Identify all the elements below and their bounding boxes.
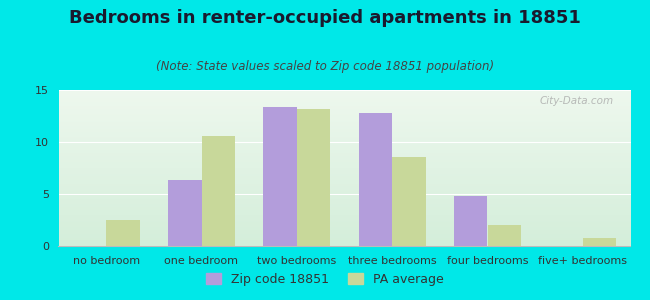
Bar — [454, 196, 488, 246]
Text: (Note: State values scaled to Zip code 18851 population): (Note: State values scaled to Zip code 1… — [156, 60, 494, 73]
Legend: Zip code 18851, PA average: Zip code 18851, PA average — [202, 268, 448, 291]
Bar — [488, 225, 521, 246]
Text: Bedrooms in renter-occupied apartments in 18851: Bedrooms in renter-occupied apartments i… — [69, 9, 581, 27]
Text: City-Data.com: City-Data.com — [540, 96, 614, 106]
Bar — [297, 109, 330, 246]
Bar — [392, 157, 426, 246]
Bar — [168, 181, 202, 246]
Bar — [202, 136, 235, 246]
Bar — [359, 113, 392, 246]
Bar — [106, 220, 140, 246]
Bar — [583, 238, 616, 246]
Bar — [263, 106, 297, 246]
